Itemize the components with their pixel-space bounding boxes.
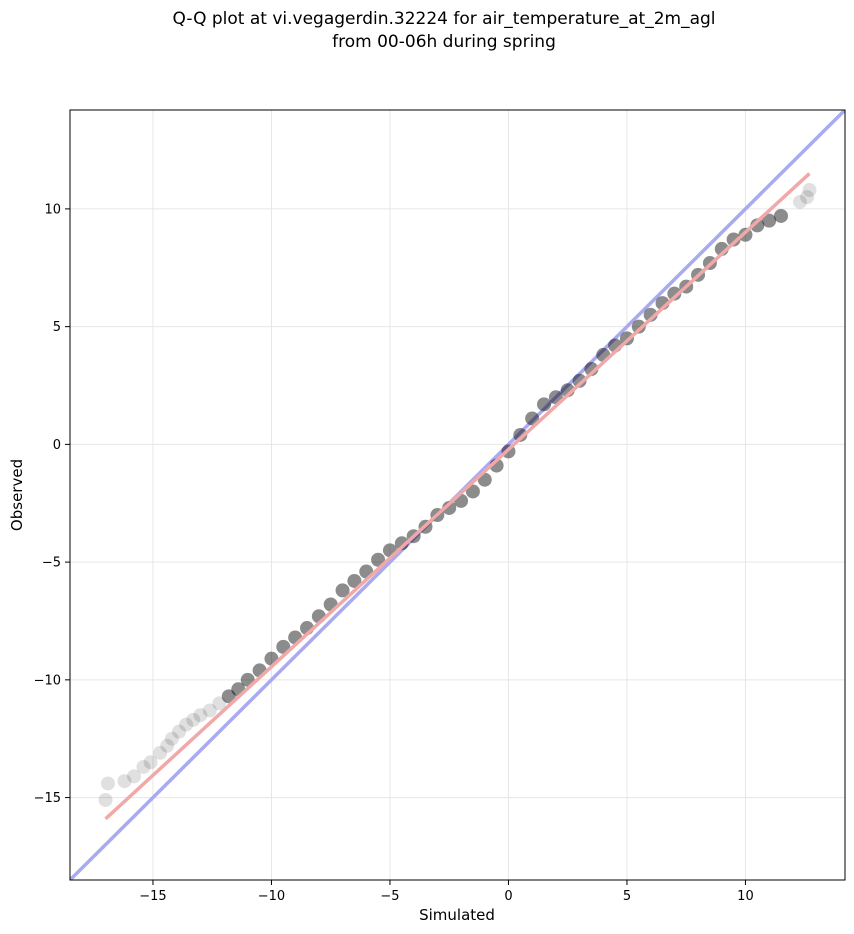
data-point [371,552,386,567]
chart-title: Q-Q plot at vi.vegagerdin.32224 for air_… [0,8,854,54]
data-point [136,759,151,774]
x-tick-label: 0 [504,889,512,904]
data-point [212,696,227,711]
y-tick-label: −10 [34,673,61,688]
data-point [164,731,179,746]
y-tick-label: 10 [44,202,61,217]
y-tick-label: 5 [53,320,61,335]
data-point [160,738,175,753]
y-tick-label: −15 [34,791,61,806]
plot-frame [69,109,846,881]
scatter-points [98,183,817,807]
data-point [202,703,217,718]
data-point [186,712,201,727]
data-point [442,500,457,515]
data-point [525,411,540,426]
data-point [100,776,115,791]
data-point [172,724,187,739]
data-point [117,774,132,789]
data-point [153,745,168,760]
data-point [179,717,194,732]
data-point [394,536,409,551]
y-axis-ticks: −15 −10 −5 0 5 10 [34,202,70,806]
data-point [726,232,741,247]
x-axis-ticks: −15 −10 −5 0 5 10 [139,880,754,904]
data-point [631,319,646,334]
fit-line [104,172,811,821]
data-point [126,769,141,784]
y-tick-label: 0 [53,438,61,453]
x-tick-label: −10 [258,889,285,904]
data-point [465,484,480,499]
data-point [143,755,158,770]
data-point [800,190,815,205]
y-axis-label: Observed [8,459,26,531]
data-point [513,427,528,442]
x-axis-label: Simulated [419,906,495,924]
grid [70,110,845,880]
data-point [335,583,350,598]
data-point [643,307,658,322]
data-point [98,792,113,807]
data-point [774,208,789,223]
x-tick-label: −15 [139,889,166,904]
data-point [750,218,765,233]
chart-title-line-2: from 00-06h during spring [332,32,556,52]
x-tick-label: −5 [380,889,399,904]
data-point [572,373,587,388]
data-point [537,397,552,412]
data-point [667,286,682,301]
data-point [193,708,208,723]
data-point [347,573,362,588]
x-tick-label: 5 [623,889,631,904]
x-tick-label: 10 [737,889,754,904]
data-point [792,194,807,209]
data-point [802,183,817,198]
data-point [221,689,236,704]
y-tick-label: −5 [42,556,61,571]
chart-title-line-1: Q-Q plot at vi.vegagerdin.32224 for air_… [172,9,716,29]
data-point [762,213,777,228]
